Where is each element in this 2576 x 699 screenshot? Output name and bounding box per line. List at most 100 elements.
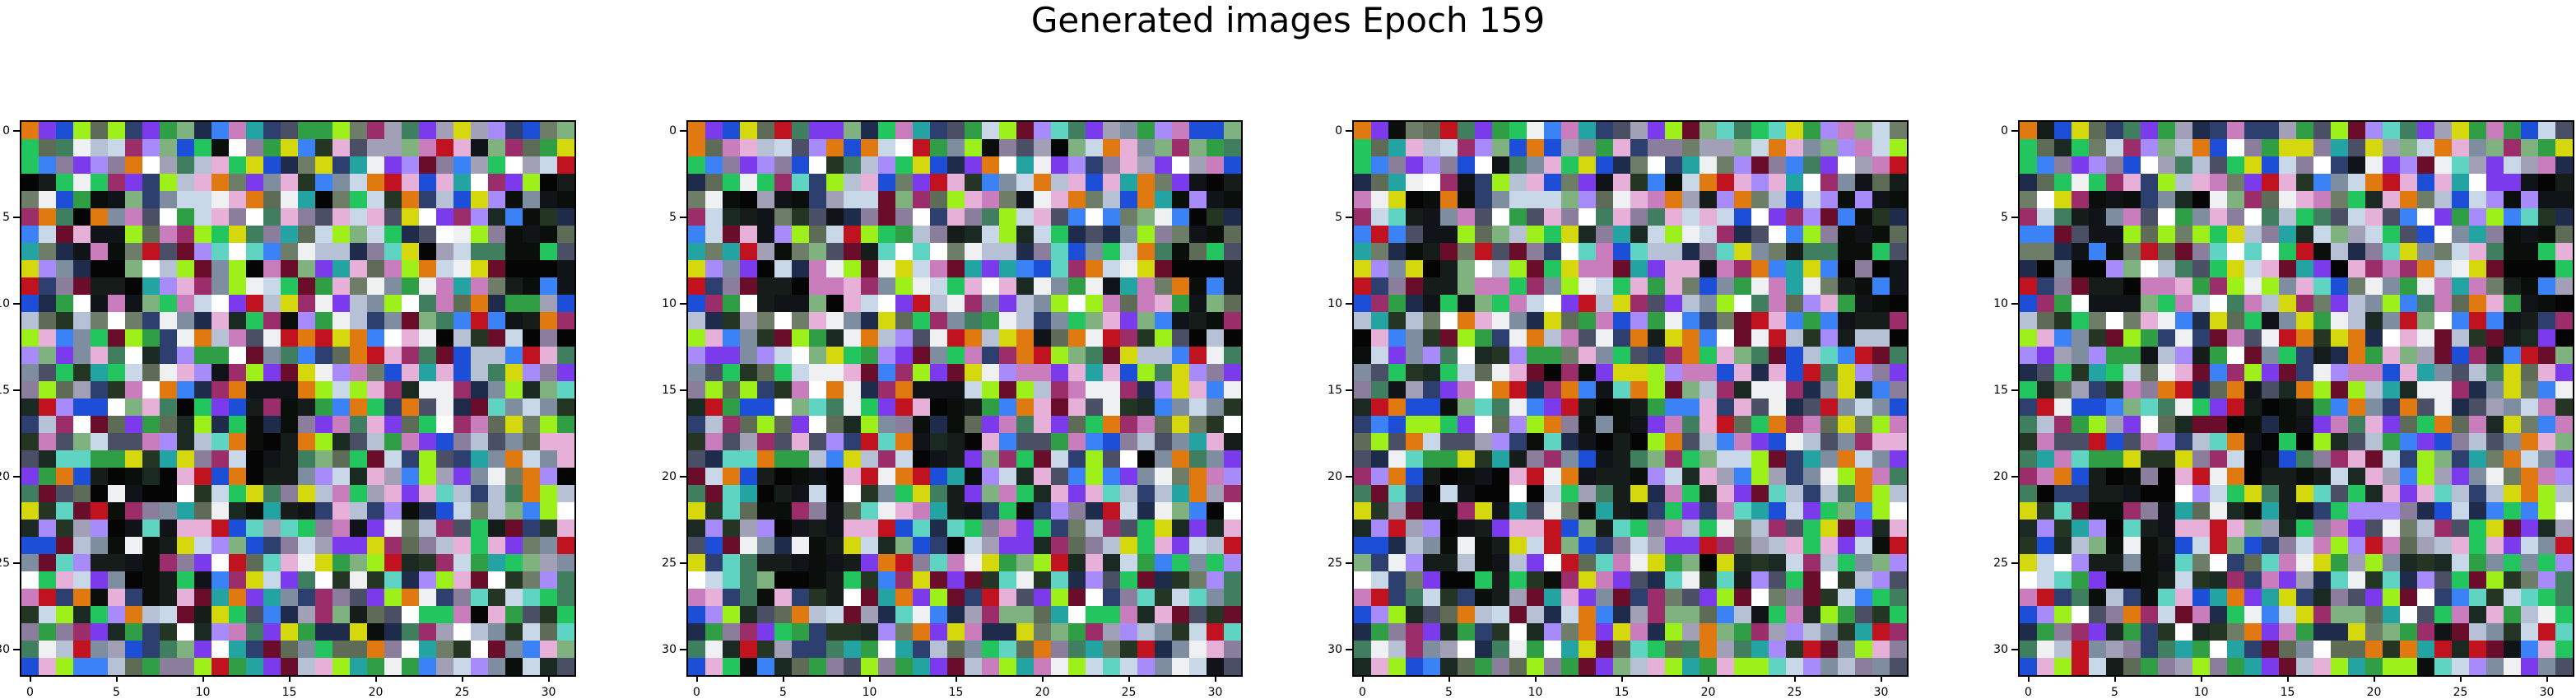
x-tick-mark <box>1620 675 1623 682</box>
x-tick-label: 5 <box>113 686 120 699</box>
x-tick-mark <box>547 675 550 682</box>
y-tick-label: 30 <box>1328 642 1342 656</box>
x-tick-mark <box>374 675 377 682</box>
x-tick-mark <box>1214 675 1216 682</box>
x-tick-label: 0 <box>26 686 34 699</box>
x-tick-mark <box>695 675 698 682</box>
y-tick-label: 30 <box>662 642 677 656</box>
x-tick-mark <box>782 675 784 682</box>
y-tick-label: 20 <box>662 469 677 483</box>
y-tick-mark <box>680 389 686 391</box>
y-tick-label: 30 <box>0 642 10 656</box>
x-tick-label: 15 <box>281 686 297 699</box>
x-tick-mark <box>2459 675 2462 682</box>
x-tick-label: 25 <box>454 686 470 699</box>
y-tick-label: 10 <box>662 296 677 310</box>
x-tick-label: 5 <box>1445 686 1453 699</box>
x-tick-mark <box>2200 675 2202 682</box>
generated-image-2: 0 0 5 5 10 10 15 15 20 20 25 25 30 30 <box>662 120 1243 698</box>
y-tick-mark <box>13 562 20 564</box>
y-tick-label: 5 <box>1335 210 1342 224</box>
y-tick-label: 20 <box>1993 469 2008 483</box>
x-tick-label: 0 <box>1359 686 1366 699</box>
y-tick-mark <box>13 302 20 305</box>
y-tick-label: 25 <box>1328 556 1342 570</box>
x-tick-label: 20 <box>1700 686 1716 699</box>
x-tick-label: 10 <box>195 686 211 699</box>
x-tick-mark <box>1880 675 1882 682</box>
x-tick-mark <box>955 675 957 682</box>
x-tick-mark <box>868 675 871 682</box>
y-tick-label: 10 <box>1993 296 2008 310</box>
y-tick-mark <box>13 389 20 391</box>
y-tick-mark <box>680 475 686 478</box>
x-tick-label: 20 <box>2366 686 2382 699</box>
x-tick-mark <box>1534 675 1537 682</box>
x-tick-label: 10 <box>1527 686 1543 699</box>
x-tick-label: 25 <box>1121 686 1137 699</box>
y-tick-label: 20 <box>1328 469 1342 483</box>
x-tick-label: 10 <box>862 686 877 699</box>
x-tick-label: 15 <box>948 686 964 699</box>
y-tick-label: 25 <box>662 556 677 570</box>
generated-image-pixels <box>21 122 574 675</box>
generated-image-pixels <box>2020 122 2573 675</box>
x-tick-mark <box>461 675 463 682</box>
x-tick-mark <box>29 675 31 682</box>
y-tick-mark <box>2011 389 2018 391</box>
y-tick-mark <box>2011 562 2018 564</box>
x-tick-label: 5 <box>2111 686 2118 699</box>
generated-image-4: 0 0 5 5 10 10 15 15 20 20 25 25 30 30 <box>1993 120 2574 698</box>
y-tick-label: 0 <box>2 123 10 137</box>
y-tick-label: 20 <box>0 469 10 483</box>
x-tick-mark <box>288 675 291 682</box>
y-tick-label: 0 <box>1335 123 1342 137</box>
y-tick-mark <box>2011 129 2018 132</box>
y-tick-label: 5 <box>2 210 10 224</box>
y-tick-mark <box>13 475 20 478</box>
y-tick-mark <box>1346 302 1352 305</box>
figure-title: Generated images Epoch 159 <box>1030 0 1546 40</box>
generated-image-1: 0 0 5 5 10 10 15 15 20 20 25 25 30 30 <box>0 120 576 698</box>
y-tick-mark <box>680 648 686 650</box>
y-tick-mark <box>1346 475 1352 478</box>
x-tick-mark <box>202 675 204 682</box>
y-tick-label: 15 <box>1328 383 1342 397</box>
y-tick-label: 25 <box>1993 556 2008 570</box>
y-tick-mark <box>2011 302 2018 305</box>
y-tick-mark <box>680 302 686 305</box>
y-tick-label: 15 <box>1993 383 2008 397</box>
y-tick-label: 0 <box>669 123 677 137</box>
x-tick-mark <box>1041 675 1044 682</box>
x-tick-label: 5 <box>779 686 787 699</box>
y-tick-mark <box>2011 648 2018 650</box>
y-tick-label: 10 <box>0 296 10 310</box>
x-tick-label: 0 <box>2025 686 2032 699</box>
y-tick-label: 10 <box>1328 296 1342 310</box>
y-tick-mark <box>13 129 20 132</box>
x-tick-label: 30 <box>2539 686 2555 699</box>
x-tick-mark <box>2286 675 2289 682</box>
x-tick-label: 10 <box>2193 686 2209 699</box>
x-tick-label: 30 <box>541 686 556 699</box>
y-tick-mark <box>2011 216 2018 218</box>
x-tick-mark <box>2113 675 2116 682</box>
x-tick-label: 15 <box>2280 686 2295 699</box>
y-tick-label: 0 <box>2001 123 2008 137</box>
y-tick-label: 25 <box>0 556 10 570</box>
y-tick-label: 5 <box>2001 210 2008 224</box>
x-tick-mark <box>1707 675 1709 682</box>
y-tick-mark <box>13 648 20 650</box>
x-tick-label: 20 <box>368 686 384 699</box>
x-tick-label: 30 <box>1207 686 1223 699</box>
y-tick-mark <box>1346 389 1352 391</box>
y-tick-label: 15 <box>0 383 10 397</box>
generated-image-pixels <box>688 122 1241 675</box>
x-tick-mark <box>1361 675 1364 682</box>
y-tick-mark <box>1346 129 1352 132</box>
generated-image-pixels <box>1354 122 1907 675</box>
x-tick-mark <box>2373 675 2375 682</box>
y-tick-mark <box>2011 475 2018 478</box>
y-tick-label: 5 <box>669 210 677 224</box>
y-tick-mark <box>1346 562 1352 564</box>
